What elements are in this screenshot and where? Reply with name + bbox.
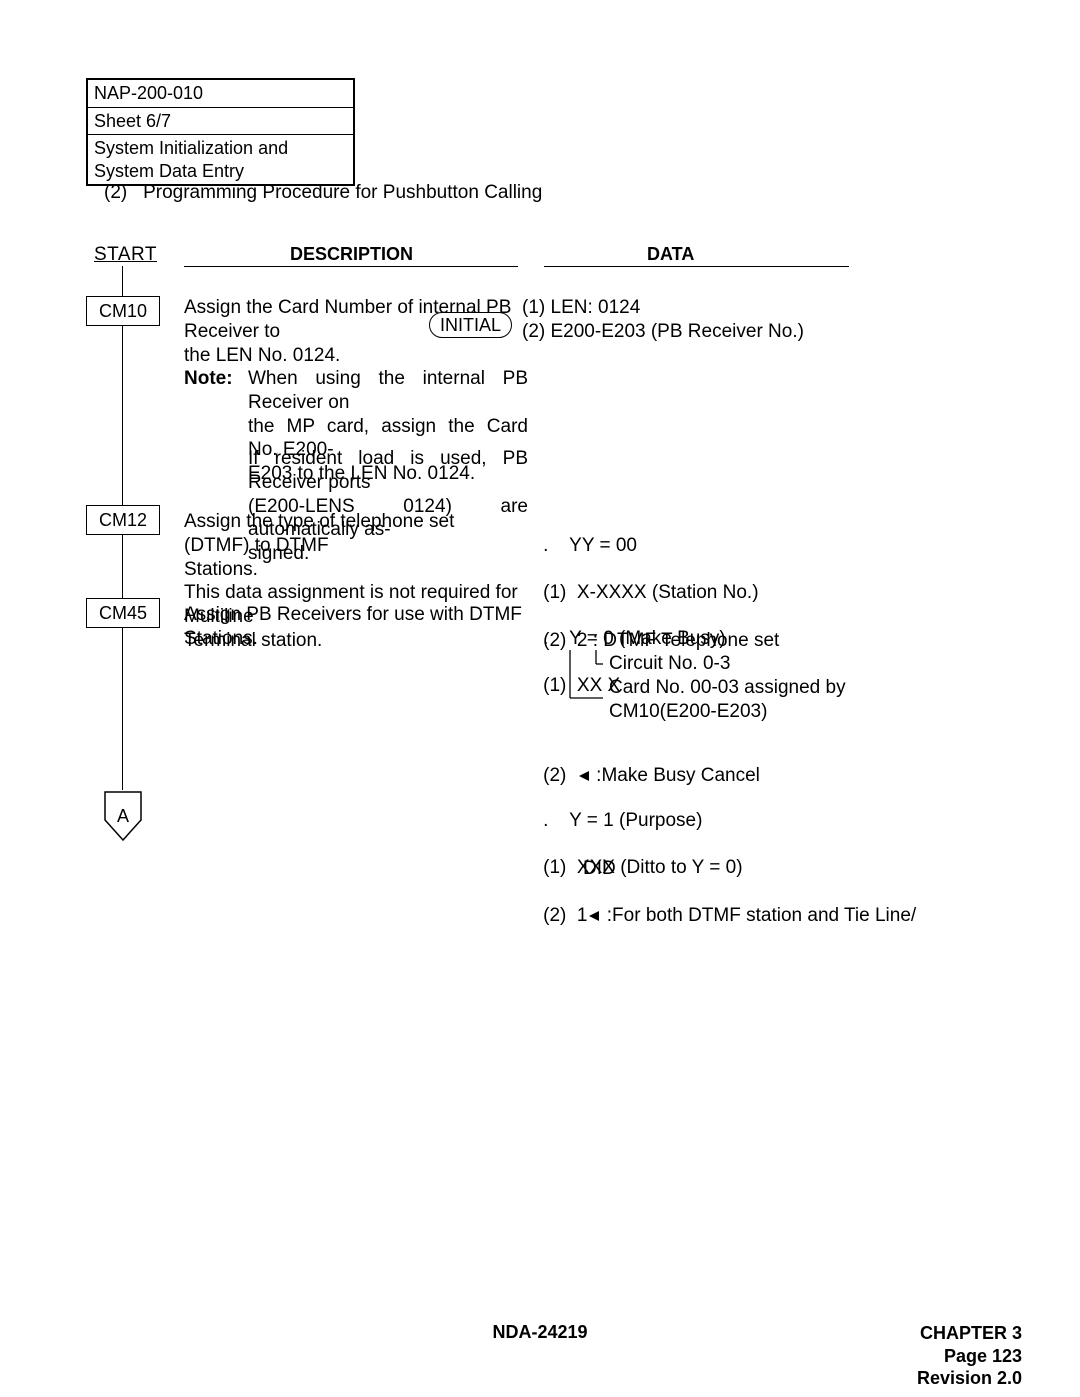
section-number: (2)	[104, 182, 127, 203]
cm12-desc-l2: Stations.	[184, 559, 258, 580]
initial-pill: INITIAL	[429, 312, 512, 338]
flow-box-cm10: CM10	[86, 296, 160, 326]
header-sheet: Sheet 6/7	[88, 108, 353, 136]
column-description: DESCRIPTION	[290, 244, 413, 265]
header-table: NAP-200-010 Sheet 6/7 System Initializat…	[86, 78, 355, 186]
cm45-desc-l2: Stations.	[184, 628, 258, 649]
column-data: DATA	[647, 244, 694, 265]
cm45-y1-l3b: :For both DTMF station and Tie Line/	[601, 905, 916, 926]
cm12-data-l1: . YY = 00	[543, 535, 637, 556]
flow-box-cm45: CM45	[86, 598, 160, 628]
cm10-data-l1: (1) LEN: 0124	[522, 297, 640, 318]
cm45-br-l1: Circuit No. 0-3	[609, 652, 730, 676]
header-title: System Initialization and System Data En…	[88, 135, 353, 184]
header-title-l1: System Initialization and	[94, 138, 288, 158]
cm45-data-l4post: :Make Busy Cancel	[591, 765, 760, 786]
footer-page: Page 123	[944, 1346, 1022, 1366]
cm10-desc-l2: the LEN No. 0124.	[184, 345, 340, 366]
header-title-l2: System Data Entry	[94, 161, 244, 181]
divider-description	[184, 266, 518, 267]
section-title: (2) Programming Procedure for Pushbutton…	[104, 182, 542, 204]
cm45-y1-l1: . Y = 1 (Purpose)	[543, 810, 702, 831]
header-code: NAP-200-010	[88, 80, 353, 108]
cm12-data-l2: (1) X-XXXX (Station No.)	[543, 582, 758, 603]
cm45-br-l3: CM10(E200-E203)	[609, 700, 767, 724]
page: NAP-200-010 Sheet 6/7 System Initializat…	[0, 0, 1080, 1397]
footer-revision: Revision 2.0	[917, 1368, 1022, 1388]
triangle-left-icon	[587, 905, 601, 929]
divider-data	[544, 266, 849, 267]
note-p1-l1: When using the internal PB Receiver on	[248, 368, 528, 413]
flow-connector-a: A	[103, 790, 143, 842]
cm12-desc-l1: Assign the type of telephone set (DTMF) …	[184, 511, 454, 556]
section-text: Programming Procedure for Pushbutton Cal…	[143, 182, 542, 203]
cm45-desc-l1: Assign PB Receivers for use with DTMF	[184, 604, 522, 625]
footer-chapter: CHAPTER 3	[920, 1323, 1022, 1343]
cm45-desc: Assign PB Receivers for use with DTMF St…	[184, 603, 524, 651]
cm45-y1-l4: DID	[583, 857, 616, 881]
note-label: Note:	[184, 367, 233, 391]
note-p2-l1: If resident load is used, PB Receiver po…	[248, 448, 528, 493]
cm10-data: (1) LEN: 0124 (2) E200-E203 (PB Receiver…	[522, 296, 804, 344]
flow-connector-a-label: A	[103, 790, 143, 842]
cm45-y1: . Y = 1 (Purpose) (1) XXX (Ditto to Y = …	[522, 785, 916, 952]
cm10-data-l2: (2) E200-E203 (PB Receiver No.)	[522, 321, 804, 342]
cm45-y1-l2: (1) XXX (Ditto to Y = 0)	[543, 857, 742, 878]
start-label: START	[94, 244, 157, 266]
cm45-y1-l3a: (2) 1	[543, 905, 587, 926]
cm45-br-l2: Card No. 00-03 assigned by	[609, 676, 846, 700]
footer-right: CHAPTER 3 Page 123 Revision 2.0	[917, 1322, 1022, 1390]
cm45-data-l4pre: (2)	[543, 765, 577, 786]
cm45-data-l1: . Y = 0 (Make Busy)	[543, 628, 726, 649]
flow-box-cm12: CM12	[86, 505, 160, 535]
